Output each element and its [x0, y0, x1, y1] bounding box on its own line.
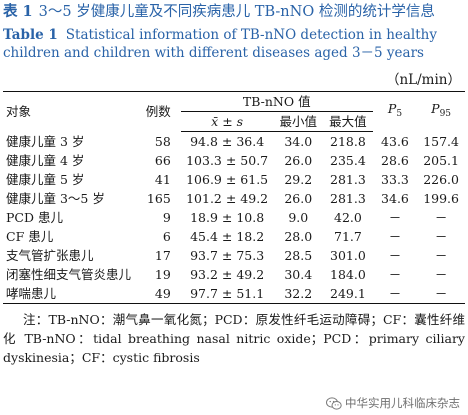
cell-max: 42.0 [334, 210, 362, 225]
table-row: 健康儿童 4 岁 66 103.3 ± 50.7 26.0 235.4 28.6 205.1 [3, 151, 465, 170]
footnote-chinese: 注：TB-nNO：潮气鼻一氧化氮；PCD：原发性纤毛运动障碍；CF：囊性纤维化 [3, 312, 465, 346]
cell-p5: 28.6 [381, 153, 409, 168]
cell-max: 281.3 [330, 172, 366, 187]
cell-count: 165 [146, 191, 171, 206]
cell-p5: 33.3 [381, 172, 409, 187]
cell-min: 34.0 [284, 134, 313, 149]
cell-p5: － [388, 267, 402, 282]
cell-p5: － [388, 210, 402, 225]
header-row-bottom: x̄ ± s 最小值 最大值 [3, 111, 465, 132]
cell-min: 32.2 [273, 284, 324, 304]
cell-p95: 199.6 [423, 191, 459, 206]
footnote: 注：TB-nNO：潮气鼻一氧化氮；PCD：原发性纤毛运动障碍；CF：囊性纤维化 … [3, 310, 465, 367]
cell-mean-sd: 106.9 ± 61.5 [186, 172, 269, 187]
watermark: 中华实用儿科临床杂志 [326, 395, 460, 411]
cell-p5: － [388, 229, 402, 244]
cell-max: 301.0 [330, 248, 366, 263]
cell-p5: － [372, 284, 418, 304]
cell-p95: － [434, 229, 448, 244]
header-max: 最大值 [323, 111, 373, 132]
cell-mean-sd: 93.2 ± 49.2 [190, 267, 265, 282]
cell-object: 健康儿童 4 岁 [6, 153, 85, 168]
table-row: 支气管扩张患儿 17 93.7 ± 75.3 28.5 301.0 － － [3, 246, 465, 265]
cell-p95: － [434, 267, 448, 282]
cell-count: 9 [162, 210, 171, 225]
cell-object: 健康儿童 3 岁 [6, 133, 85, 149]
cell-min: 30.4 [284, 267, 313, 282]
cell-min: 9.0 [288, 210, 309, 225]
cell-mean-sd: 93.7 ± 75.3 [190, 248, 265, 263]
cell-mean-sd: 103.3 ± 50.7 [186, 153, 269, 168]
cell-min: 28.5 [284, 248, 313, 263]
cell-object: PCD 患儿 [6, 210, 63, 225]
table-row: 健康儿童 3～5 岁 165 101.2 ± 49.2 26.0 281.3 34.6 19… [3, 189, 465, 208]
header-object: 对象 [3, 91, 135, 132]
cell-min: 26.0 [284, 191, 313, 206]
cell-max: 184.0 [330, 267, 366, 282]
cell-count: 19 [154, 267, 171, 282]
cell-min: 29.2 [284, 172, 313, 187]
cell-p5: － [388, 248, 402, 263]
cell-min: 28.0 [284, 229, 313, 244]
header-p95: P95 [417, 91, 465, 132]
cell-max: 218.8 [330, 134, 366, 149]
cell-max: 71.7 [334, 229, 362, 244]
document-page: 表 1 3～5 岁健康儿童及不同疾病患儿 TB-nNO 检测的统计学信息 Tabl… [3, 0, 465, 367]
table-row: 健康儿童 3 岁 58 94.8 ± 36.4 34.0 218.8 43.6 157.4 [3, 132, 465, 152]
cell-count: 49 [134, 284, 181, 304]
table-row: PCD 患儿 9 18.9 ± 10.8 9.0 42.0 － － [3, 208, 465, 227]
cell-p95: 226.0 [423, 172, 459, 187]
cell-max: 235.4 [330, 153, 366, 168]
cell-mean-sd: 94.8 ± 36.4 [190, 134, 265, 149]
cell-mean-sd: 97.7 ± 51.1 [180, 284, 274, 304]
table-row: CF 患儿 6 45.4 ± 18.2 28.0 71.7 － － [3, 227, 465, 246]
cell-mean-sd: 18.9 ± 10.8 [190, 210, 265, 225]
header-mean-sd: x̄ ± s [180, 111, 274, 132]
caption-english: Table 1 Statistical information of TB-nNO… [3, 26, 465, 62]
cell-p95: － [434, 210, 448, 225]
cell-mean-sd: 101.2 ± 49.2 [186, 191, 269, 206]
cell-p95: 205.1 [423, 153, 459, 168]
header-p5: P5 [372, 91, 418, 132]
table-row: 健康儿童 5 岁 41 106.9 ± 61.5 29.2 281.3 33.3 226.0 [3, 170, 465, 189]
statistics-table: 对象 例数 TB-nNO 值 P5 P95 x̄ ± s 最小值 最大值 健康儿… [3, 91, 465, 304]
cell-object: 哮喘患儿 [3, 284, 135, 304]
header-min: 最小值 [273, 111, 324, 132]
cell-p5: 43.6 [381, 133, 409, 149]
cell-count: 6 [162, 229, 171, 244]
cell-count: 58 [154, 133, 171, 149]
cell-max: 249.1 [323, 284, 373, 304]
caption-english-title: Statistical information of TB-nNO detect… [3, 27, 437, 61]
cell-p95: 157.4 [423, 133, 459, 149]
cell-p95: － [417, 284, 465, 304]
cell-max: 281.3 [330, 191, 366, 206]
cell-object: 健康儿童 5 岁 [6, 172, 85, 187]
cell-count: 66 [154, 153, 171, 168]
table-row: 哮喘患儿 49 97.7 ± 51.1 32.2 249.1 －－ [3, 284, 465, 304]
table-row: 闭塞性细支气管炎患儿 19 93.2 ± 49.2 30.4 184.0 － － [3, 265, 465, 284]
footnote-english: TB-nNO：tidal breathing nasal nitric oxid… [3, 331, 465, 365]
caption-chinese-title: 3～5 岁健康儿童及不同疾病患儿 TB-nNO 检测的统计学信息 [38, 4, 435, 20]
caption-english-number: Table 1 [3, 27, 58, 43]
watermark-text: 中华实用儿科临床杂志 [345, 396, 460, 410]
cell-min: 26.0 [284, 153, 313, 168]
header-row-top: 对象 例数 TB-nNO 值 P5 P95 [3, 91, 465, 132]
header-count: 例数 [134, 91, 181, 132]
caption-chinese: 表 1 3～5 岁健康儿童及不同疾病患儿 TB-nNO 检测的统计学信息 [3, 2, 465, 22]
cell-object: 闭塞性细支气管炎患儿 [6, 267, 132, 282]
cell-object: 健康儿童 3～5 岁 [6, 191, 105, 206]
wechat-icon [326, 396, 342, 410]
cell-p5: 34.6 [381, 191, 409, 206]
cell-mean-sd: 45.4 ± 18.2 [190, 229, 265, 244]
caption-chinese-number: 表 1 [3, 3, 33, 20]
cell-count: 17 [154, 248, 171, 263]
cell-object: CF 患儿 [6, 229, 54, 244]
cell-p95: － [434, 248, 448, 263]
header-tbnno-group: TB-nNO 值 [180, 91, 373, 112]
table-body: 健康儿童 3 岁 58 94.8 ± 36.4 34.0 218.8 43.6 157.4 健… [3, 132, 465, 304]
cell-object: 支气管扩张患儿 [6, 248, 94, 263]
cell-count: 41 [154, 172, 171, 187]
unit-label: （nL/min） [385, 72, 461, 88]
